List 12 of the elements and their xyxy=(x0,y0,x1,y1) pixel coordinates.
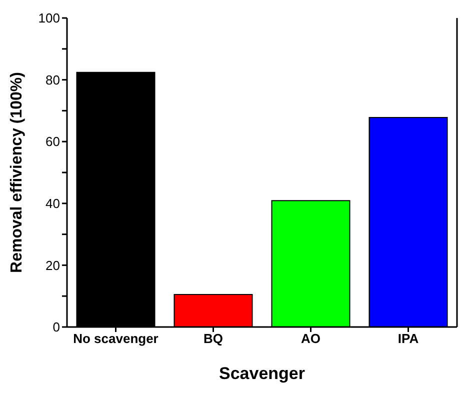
y-tick-label: 0 xyxy=(52,320,60,335)
x-tick-label: BQ xyxy=(204,331,223,346)
x-tick-label: IPA xyxy=(398,331,420,346)
y-tick-label: 60 xyxy=(46,134,60,150)
y-tick-label: 40 xyxy=(46,196,60,212)
y-tick-label: 100 xyxy=(38,10,60,26)
x-tick-label: AO xyxy=(301,331,320,346)
x-tick-label: No scavenger xyxy=(73,331,158,346)
y-axis-title: Removal effiviency (100%) xyxy=(8,72,26,273)
y-tick-label: 80 xyxy=(46,72,60,88)
y-tick-label: 20 xyxy=(46,258,60,273)
x-axis-title: Scavenger xyxy=(219,364,306,383)
